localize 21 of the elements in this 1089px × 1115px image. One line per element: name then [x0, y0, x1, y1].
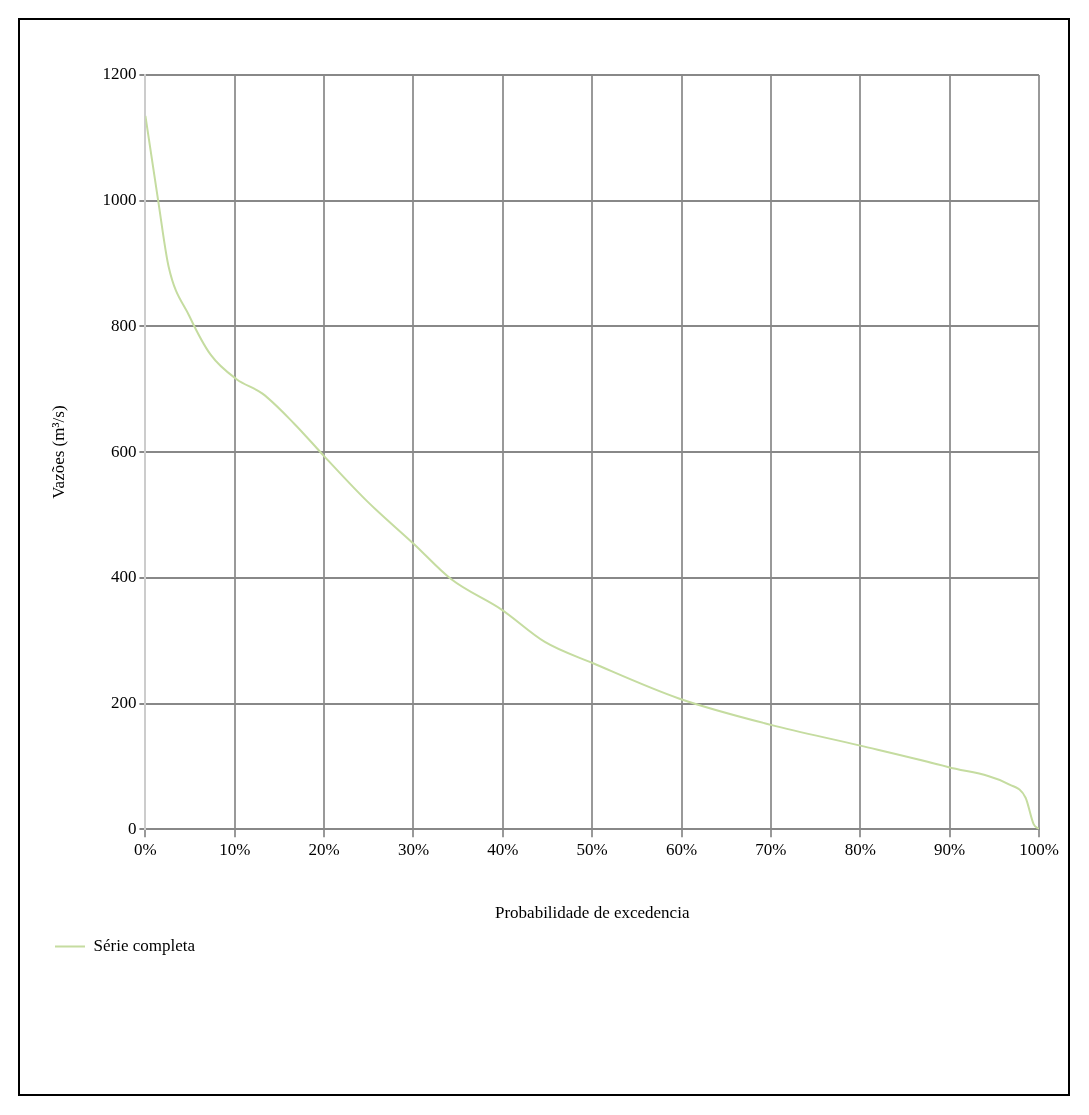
- x-tick-label: 50%: [576, 839, 608, 859]
- y-tick-label: 200: [110, 692, 137, 712]
- y-tick-label: 1200: [102, 64, 137, 84]
- x-tick-label: 70%: [755, 839, 787, 859]
- x-tick-label: 10%: [219, 839, 251, 859]
- x-axis-title: Probabilidade de excedencia: [494, 903, 690, 923]
- x-tick-label: 30%: [397, 839, 430, 859]
- y-tick-label: 1000: [102, 190, 137, 210]
- y-tick-label: 400: [110, 567, 137, 587]
- y-tick-label: 800: [110, 315, 137, 335]
- legend-label: Série completa: [93, 935, 196, 955]
- x-tick-label: 20%: [308, 839, 340, 859]
- x-tick-label: 100%: [1019, 839, 1059, 859]
- y-axis-title: Vazões (m³/s): [48, 405, 68, 499]
- x-tick-label: 90%: [934, 839, 966, 859]
- x-tick-label: 0%: [134, 839, 157, 859]
- y-tick-label: 600: [110, 441, 137, 461]
- x-tick-label: 40%: [487, 839, 519, 859]
- x-tick-label: 60%: [665, 839, 698, 859]
- y-tick-label: 0: [127, 818, 137, 838]
- x-tick-label: 80%: [844, 839, 876, 859]
